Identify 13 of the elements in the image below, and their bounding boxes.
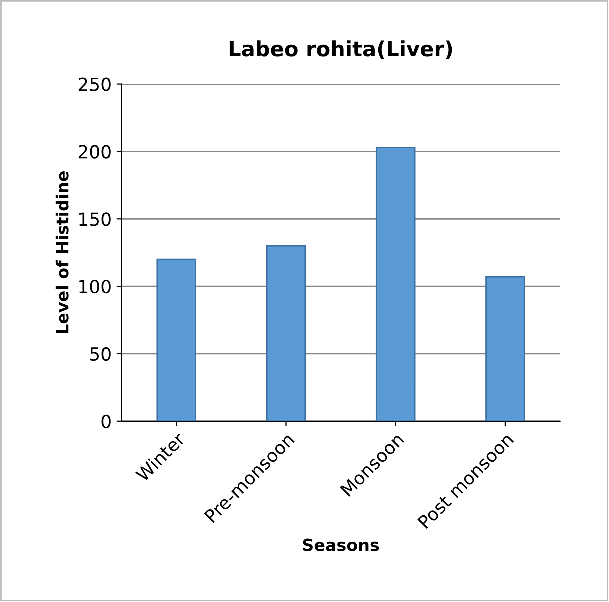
bar — [376, 146, 416, 422]
x-axis-title: Seasons — [303, 538, 380, 552]
y-tick-label: 0 — [102, 414, 111, 429]
bar — [486, 276, 526, 422]
y-tick-label: 200 — [78, 145, 111, 159]
bar — [266, 245, 306, 422]
y-tick-label: 50 — [90, 347, 111, 362]
y-axis-title: Level of Histidine — [56, 172, 69, 334]
bar — [156, 258, 196, 422]
y-tick-label: 100 — [80, 280, 111, 294]
y-tick-label: 250 — [78, 78, 111, 92]
chart-title: Labeo rohita(Liver) — [230, 40, 452, 60]
y-tick-label: 150 — [80, 212, 111, 226]
